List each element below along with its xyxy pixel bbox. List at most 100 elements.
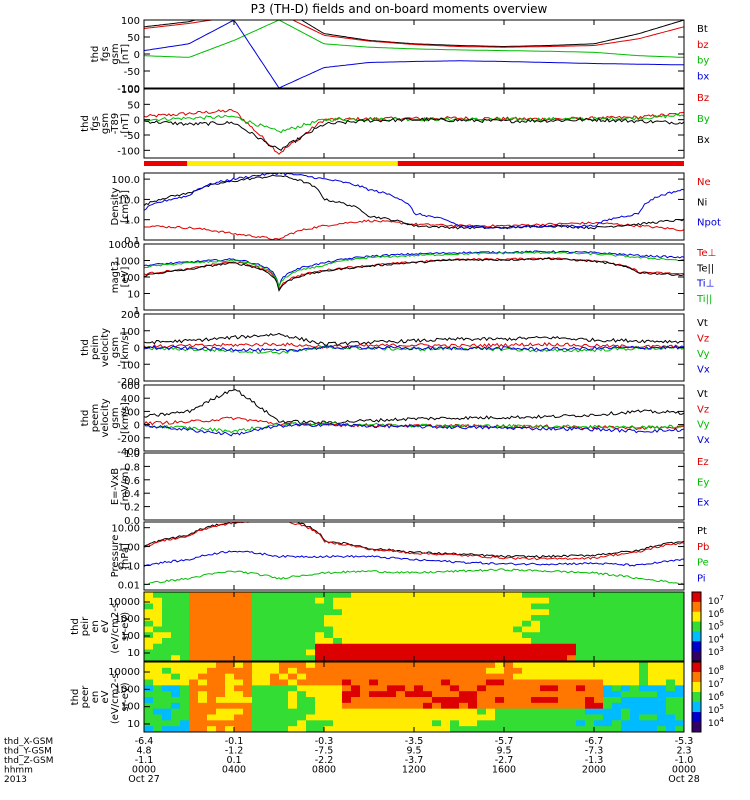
heatmap-cell bbox=[405, 691, 415, 698]
heatmap-cell bbox=[378, 702, 388, 710]
x-row-label: thd_Z-GSM bbox=[4, 756, 53, 766]
heatmap-cell bbox=[558, 714, 568, 721]
heatmap-cell bbox=[423, 638, 433, 645]
heatmap-cell bbox=[270, 643, 280, 650]
heatmap-cell bbox=[162, 697, 172, 704]
heatmap-cell bbox=[270, 597, 280, 604]
heatmap-cell bbox=[144, 643, 154, 650]
heatmap-cell bbox=[630, 609, 640, 616]
heatmap-cell bbox=[540, 662, 550, 669]
heatmap-cell bbox=[198, 597, 208, 604]
y-axis-label: peir bbox=[80, 616, 91, 636]
heatmap-cell bbox=[144, 679, 154, 686]
heatmap-cell bbox=[513, 702, 523, 710]
heatmap-cell bbox=[414, 638, 424, 645]
heatmap-cell bbox=[468, 714, 478, 721]
heatmap-cell bbox=[342, 679, 352, 686]
heatmap-cell bbox=[180, 655, 190, 661]
heatmap-cell bbox=[459, 655, 469, 661]
heatmap-cell bbox=[459, 697, 469, 704]
heatmap-cell bbox=[450, 597, 460, 604]
heatmap-cell bbox=[297, 667, 307, 675]
heatmap-cell bbox=[369, 609, 379, 616]
y-tick-label: 10 bbox=[127, 290, 140, 301]
heatmap-cell bbox=[549, 655, 559, 661]
colorbar-exponent: 7 bbox=[719, 677, 723, 685]
heatmap-cell bbox=[387, 592, 397, 599]
legend-vz: Vz bbox=[697, 334, 709, 345]
heatmap-cell bbox=[468, 615, 478, 622]
heatmap-cell bbox=[522, 649, 532, 656]
y-axis-label: fgs bbox=[90, 116, 101, 131]
heatmap-cell bbox=[297, 643, 307, 650]
heatmap-cell bbox=[495, 649, 505, 656]
heatmap-cell bbox=[459, 702, 469, 710]
y-tick-label: 0.4 bbox=[124, 489, 140, 500]
heatmap-cell bbox=[342, 691, 352, 698]
legend-ti: Ti|| bbox=[696, 294, 712, 305]
heatmap-cell bbox=[324, 649, 334, 656]
heatmap-cell bbox=[531, 726, 541, 732]
heatmap-cell bbox=[315, 673, 325, 680]
heatmap-cell bbox=[486, 720, 496, 727]
heatmap-cell bbox=[405, 702, 415, 710]
heatmap-cell bbox=[594, 592, 604, 599]
heatmap-cell bbox=[486, 726, 496, 732]
heatmap-cell bbox=[252, 662, 262, 669]
legend-bt: Bt bbox=[697, 24, 708, 35]
heatmap-cell bbox=[252, 667, 262, 675]
heatmap-cell bbox=[279, 673, 289, 680]
heatmap-cell bbox=[612, 655, 622, 661]
heatmap-cell bbox=[504, 615, 514, 622]
heatmap-cell bbox=[198, 679, 208, 686]
heatmap-cell bbox=[369, 697, 379, 704]
heatmap-cell bbox=[423, 592, 433, 599]
heatmap-cell bbox=[486, 673, 496, 680]
heatmap-cell bbox=[576, 638, 586, 645]
heatmap-cell bbox=[639, 679, 649, 686]
heatmap-cell bbox=[171, 667, 181, 675]
heatmap-cell bbox=[675, 667, 684, 675]
heatmap-cell bbox=[558, 691, 568, 698]
heatmap-cell bbox=[279, 667, 289, 675]
heatmap-cell bbox=[513, 597, 523, 604]
legend-vt: Vt bbox=[697, 389, 708, 400]
heatmap-cell bbox=[180, 667, 190, 675]
heatmap-cell bbox=[216, 679, 226, 686]
heatmap-cell bbox=[234, 673, 244, 680]
heatmap-cell bbox=[477, 638, 487, 645]
heatmap-cell bbox=[504, 655, 514, 661]
heatmap-cell bbox=[567, 685, 577, 692]
heatmap-cell bbox=[450, 673, 460, 680]
heatmap-cell bbox=[621, 685, 631, 692]
heatmap-cell bbox=[207, 708, 217, 715]
heatmap-cell bbox=[531, 655, 541, 661]
heatmap-cell bbox=[342, 673, 352, 680]
y-tick-label: 0.2 bbox=[124, 503, 140, 514]
heatmap-cell bbox=[360, 603, 370, 610]
heatmap-cell bbox=[513, 685, 523, 692]
y-tick-label: 10000 bbox=[108, 597, 140, 608]
heatmap-cell bbox=[351, 708, 361, 715]
series-line-ne bbox=[144, 219, 684, 240]
heatmap-cell bbox=[315, 702, 325, 710]
heatmap-cell bbox=[171, 626, 181, 633]
heatmap-cell bbox=[414, 726, 424, 732]
heatmap-cell bbox=[153, 597, 163, 604]
heatmap-cell bbox=[585, 597, 595, 604]
heatmap-cell bbox=[522, 667, 532, 675]
heatmap-cell bbox=[477, 609, 487, 616]
heatmap-cell bbox=[261, 632, 271, 639]
heatmap-cell bbox=[342, 632, 352, 639]
heatmap-cell bbox=[522, 708, 532, 715]
y-tick-label: 1.0 bbox=[124, 216, 140, 227]
heatmap-cell bbox=[459, 720, 469, 727]
heatmap-cell bbox=[207, 726, 217, 732]
heatmap-cell bbox=[549, 691, 559, 698]
heatmap-cell bbox=[540, 673, 550, 680]
y-tick-label: 100 bbox=[121, 631, 140, 642]
heatmap-cell bbox=[333, 615, 343, 622]
colorbar-frame bbox=[691, 591, 702, 662]
heatmap-cell bbox=[270, 603, 280, 610]
heatmap-cell bbox=[171, 643, 181, 650]
